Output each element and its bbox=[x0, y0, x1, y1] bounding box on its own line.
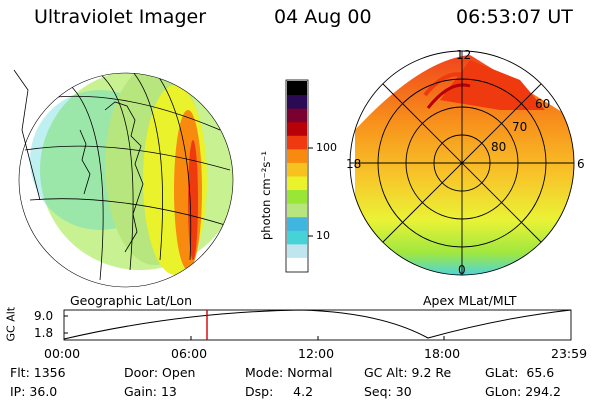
status-flt: Flt: 1356 bbox=[10, 365, 66, 380]
mlt-label-18: 18 bbox=[346, 157, 362, 171]
time-tick-0000: 00:00 bbox=[44, 346, 81, 361]
time-tick-1200: 12:00 bbox=[298, 346, 335, 361]
mlat-label-70: 70 bbox=[512, 120, 528, 134]
colorbar-segment bbox=[287, 162, 307, 177]
instrument-title: Ultraviolet Imager bbox=[34, 6, 207, 28]
colorbar-segment bbox=[287, 94, 307, 109]
status-gain: Gain: 13 bbox=[124, 384, 177, 399]
polar-image bbox=[350, 51, 574, 275]
colorbar-segment bbox=[287, 230, 307, 245]
status-gc-alt: GC Alt: 9.2 Re bbox=[364, 365, 452, 380]
status-mode: Mode: Normal bbox=[245, 365, 333, 380]
status-dsp: Dsp: 4.2 bbox=[245, 384, 314, 399]
mlat-label-80: 80 bbox=[491, 140, 507, 154]
status-glon: GLon: 294.2 bbox=[485, 384, 561, 399]
colorbar-segment bbox=[287, 81, 307, 96]
polar-grid bbox=[349, 50, 575, 276]
colorbar-unit-label: photon cm⁻²s⁻¹ bbox=[259, 151, 273, 240]
colorbar-segment bbox=[287, 203, 307, 218]
altitude-tick-low: 1.8 bbox=[34, 326, 54, 340]
colorbar-segment bbox=[287, 148, 307, 163]
colorbar-tick-10: 10 bbox=[316, 229, 330, 242]
colorbar-segment bbox=[287, 257, 307, 272]
colorbar-segment bbox=[287, 216, 307, 231]
time-tick-0600: 06:00 bbox=[171, 346, 208, 361]
colorbar-segment bbox=[287, 189, 307, 204]
polar-panel-label: Apex MLat/MLT bbox=[423, 293, 517, 308]
colorbar bbox=[285, 79, 313, 273]
geographic-image-border bbox=[18, 72, 234, 288]
altitude-axis-label: GC Alt bbox=[4, 306, 18, 342]
mlat-label-60: 60 bbox=[535, 97, 551, 111]
time-tick-2359: 23:59 bbox=[551, 346, 588, 361]
status-ip: IP: 36.0 bbox=[10, 384, 58, 399]
observation-time: 06:53:07 UT bbox=[456, 6, 573, 28]
status-seq: Seq: 30 bbox=[364, 384, 412, 399]
altitude-plot bbox=[63, 309, 572, 341]
geographic-image bbox=[19, 73, 233, 287]
observation-date: 04 Aug 00 bbox=[274, 6, 372, 28]
time-tick-1800: 18:00 bbox=[424, 346, 461, 361]
status-glat: GLat: 65.6 bbox=[485, 365, 555, 380]
colorbar-segment bbox=[287, 108, 307, 123]
mlt-label-0: 0 bbox=[458, 263, 466, 277]
status-door: Door: Open bbox=[124, 365, 196, 380]
altitude-tick-high: 9.0 bbox=[34, 309, 54, 323]
colorbar-tick-100: 100 bbox=[316, 141, 337, 154]
mlt-label-6: 6 bbox=[577, 157, 585, 171]
colorbar-segment bbox=[287, 121, 307, 136]
colorbar-segment bbox=[287, 176, 307, 191]
geographic-panel-label: Geographic Lat/Lon bbox=[70, 293, 192, 308]
mlt-label-12: 12 bbox=[456, 48, 472, 62]
colorbar-segment bbox=[287, 135, 307, 150]
colorbar-segment bbox=[287, 243, 307, 258]
